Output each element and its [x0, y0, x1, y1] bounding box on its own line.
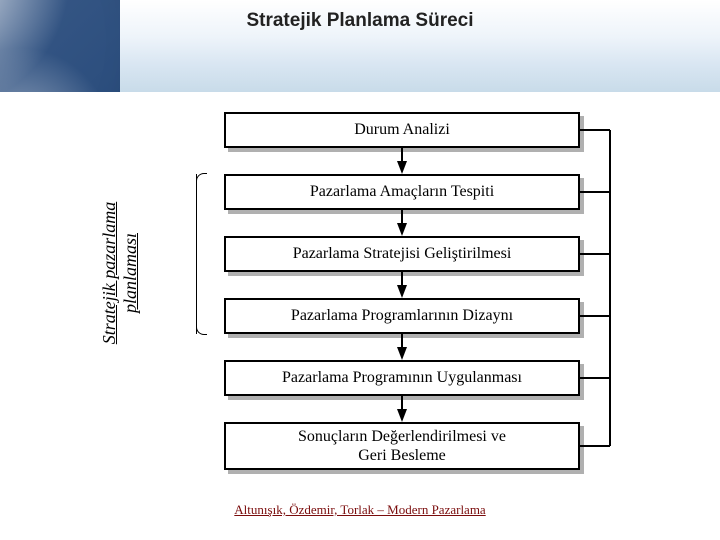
- flow-arrow-stem: [401, 334, 403, 348]
- group-brace-icon: [196, 174, 197, 334]
- step-box: Pazarlama Programlarının Dizaynı: [224, 298, 580, 334]
- header-banner: Stratejik Planlama Süreci: [0, 0, 720, 92]
- step-box: Pazarlama Stratejisi Geliştirilmesi: [224, 236, 580, 272]
- flow-step: Pazarlama Programlarının Dizaynı: [224, 298, 580, 334]
- page-title: Stratejik Planlama Süreci: [0, 10, 720, 32]
- flow-arrow-head-icon: [397, 285, 407, 298]
- flow-arrow-stem: [401, 148, 403, 162]
- footer-citation: Altunışık, Özdemir, Torlak – Modern Paza…: [0, 502, 720, 518]
- flow-arrow-head-icon: [397, 223, 407, 236]
- flowchart-canvas: Durum Analizi Pazarlama Amaçların Tespiti…: [0, 92, 720, 540]
- flow-arrow-head-icon: [397, 347, 407, 360]
- step-box: Pazarlama Amaçların Tespiti: [224, 174, 580, 210]
- feedback-spine: [609, 130, 611, 446]
- feedback-connector: [580, 191, 610, 193]
- step-box: Sonuçların Değerlendirilmesi veGeri Besl…: [224, 422, 580, 470]
- flow-step: Sonuçların Değerlendirilmesi veGeri Besl…: [224, 422, 580, 470]
- feedback-connector: [580, 253, 610, 255]
- side-group-label: Stratejik pazarlamaplanlaması: [99, 173, 141, 373]
- feedback-connector: [580, 377, 610, 379]
- flow-arrow-stem: [401, 210, 403, 224]
- flow-step: Pazarlama Stratejisi Geliştirilmesi: [224, 236, 580, 272]
- feedback-connector: [580, 129, 610, 131]
- flow-step: Pazarlama Amaçların Tespiti: [224, 174, 580, 210]
- feedback-connector: [580, 315, 610, 317]
- step-box: Pazarlama Programının Uygulanması: [224, 360, 580, 396]
- step-box: Durum Analizi: [224, 112, 580, 148]
- flow-step: Durum Analizi: [224, 112, 580, 148]
- flow-arrow-head-icon: [397, 409, 407, 422]
- flow-step: Pazarlama Programının Uygulanması: [224, 360, 580, 396]
- flow-arrow-head-icon: [397, 161, 407, 174]
- flow-arrow-stem: [401, 396, 403, 410]
- feedback-connector: [580, 445, 610, 447]
- flow-arrow-stem: [401, 272, 403, 286]
